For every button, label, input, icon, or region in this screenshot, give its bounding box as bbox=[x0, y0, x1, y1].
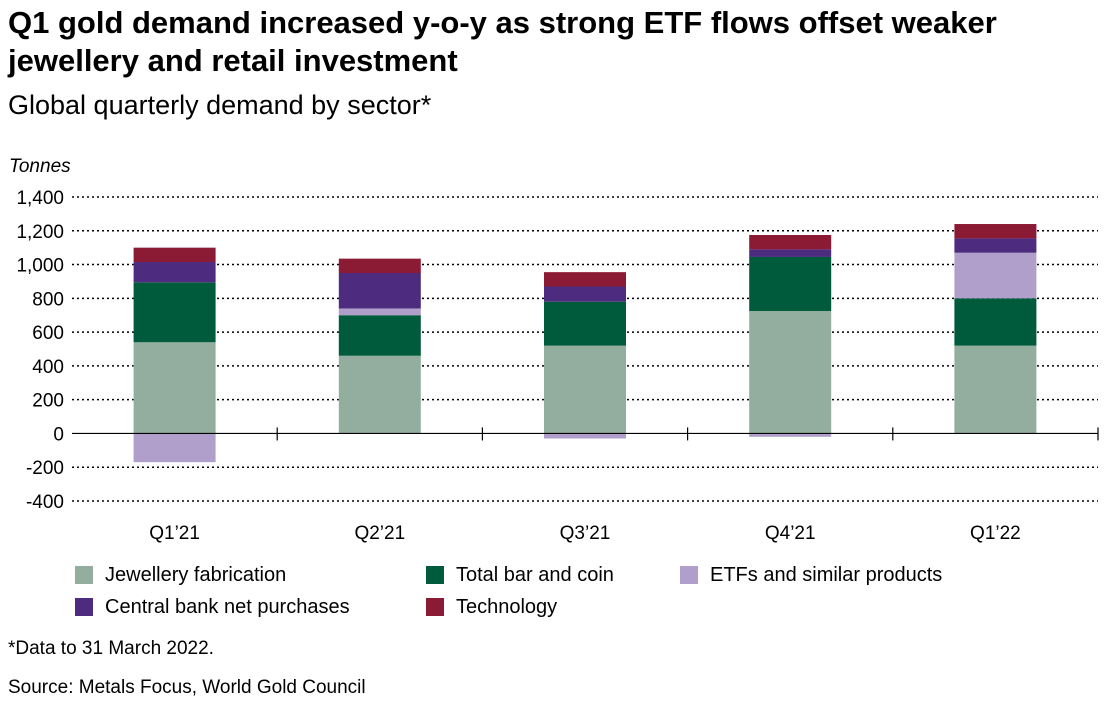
y-tick-label: 200 bbox=[32, 391, 64, 412]
bar-segment bbox=[749, 311, 832, 434]
bar-segment bbox=[338, 258, 421, 273]
bar-segment bbox=[133, 247, 216, 263]
x-tick-label: Q2’21 bbox=[354, 523, 405, 544]
legend-item-central-bank: Central bank net purchases bbox=[75, 594, 350, 620]
bar-segment bbox=[338, 315, 421, 356]
x-tick-label: Q1’22 bbox=[970, 523, 1021, 544]
legend-item-jewellery: Jewellery fabrication bbox=[75, 562, 286, 588]
bar-segment bbox=[338, 355, 421, 434]
bar-segment bbox=[338, 273, 421, 309]
legend-item-technology: Technology bbox=[426, 594, 557, 620]
y-tick-label: 800 bbox=[32, 289, 64, 310]
x-tick-label: Q4’21 bbox=[765, 523, 816, 544]
bar-segment bbox=[544, 433, 626, 439]
legend-swatch bbox=[680, 566, 698, 584]
legend-swatch bbox=[426, 566, 444, 584]
legend-label: Central bank net purchases bbox=[105, 595, 350, 618]
y-tick-label: -400 bbox=[26, 492, 64, 513]
legend-item-bar-and-coin: Total bar and coin bbox=[426, 562, 614, 588]
legend-label: ETFs and similar products bbox=[710, 563, 943, 586]
bar-segment bbox=[749, 249, 832, 257]
legend-swatch bbox=[426, 598, 444, 616]
legend: Jewellery fabrication Total bar and coin… bbox=[75, 562, 1075, 626]
bar-segment bbox=[749, 256, 832, 311]
legend-swatch bbox=[75, 566, 93, 584]
bar-segment bbox=[338, 308, 421, 316]
y-tick-label: 0 bbox=[53, 424, 64, 445]
bar-segment bbox=[954, 345, 1037, 434]
legend-label: Technology bbox=[456, 595, 558, 618]
bar-segment bbox=[544, 286, 626, 302]
footnote: *Data to 31 March 2022. bbox=[8, 638, 214, 659]
y-tick-label: 1,400 bbox=[16, 188, 64, 209]
bar-segment bbox=[954, 238, 1037, 253]
legend-item-etfs: ETFs and similar products bbox=[680, 562, 942, 588]
y-tick-label: 600 bbox=[32, 323, 64, 344]
bar-segment bbox=[749, 235, 832, 250]
y-axis-label: Tonnes bbox=[9, 156, 71, 177]
y-tick-label: 1,200 bbox=[16, 222, 64, 243]
bar-segment bbox=[133, 342, 216, 434]
bar-segment bbox=[749, 433, 832, 437]
legend-swatch bbox=[75, 598, 93, 616]
stacked-bar-chart: Tonnes 1,400 1,200 1,000 800 600 400 200 0 -200 -4… bbox=[9, 156, 1099, 544]
legend-label: Total bar and coin bbox=[456, 563, 614, 586]
y-tick-label: 400 bbox=[32, 357, 64, 378]
y-tick-label: -200 bbox=[26, 458, 64, 479]
source-note: Source: Metals Focus, World Gold Council bbox=[8, 677, 366, 698]
chart-title: Q1 gold demand increased y-o-y as strong… bbox=[8, 5, 997, 78]
x-tick-label: Q3’21 bbox=[560, 523, 611, 544]
y-tick-label: 1,000 bbox=[16, 256, 64, 277]
bar-segment bbox=[133, 433, 216, 463]
bar-segment bbox=[544, 272, 626, 287]
legend-label: Jewellery fabrication bbox=[105, 563, 287, 586]
bar-segment bbox=[954, 252, 1037, 299]
chart-subtitle: Global quarterly demand by sector* bbox=[8, 90, 432, 120]
bar-segment bbox=[954, 298, 1037, 346]
bar-segment bbox=[133, 282, 216, 343]
bar-segment bbox=[544, 301, 626, 346]
x-tick-label: Q1’21 bbox=[149, 523, 200, 544]
bar-segment bbox=[954, 224, 1037, 239]
bar-segment bbox=[133, 262, 216, 283]
bar-segment bbox=[544, 345, 626, 434]
